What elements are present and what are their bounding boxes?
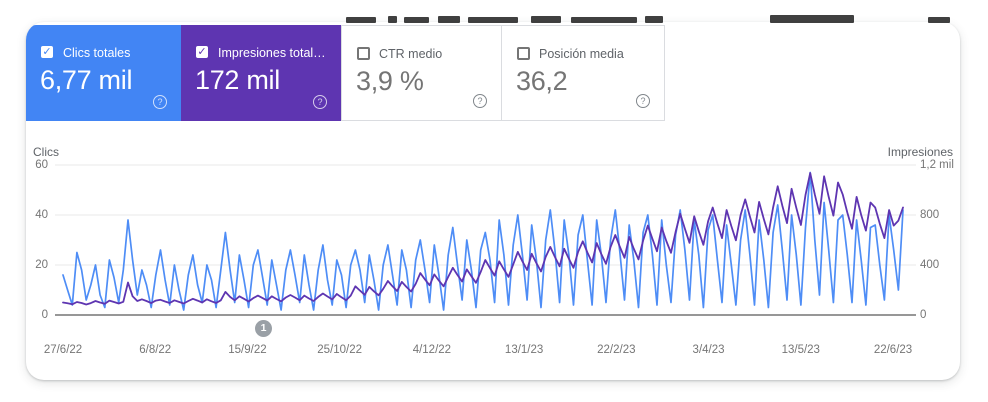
cropped-text-fragment xyxy=(404,17,429,23)
x-axis-label: 22/2/23 xyxy=(597,344,636,356)
cropped-text-fragment xyxy=(928,17,950,23)
total-impressions-value: 172 mil xyxy=(195,65,280,95)
card-label: Impresiones total… xyxy=(218,46,326,60)
x-axis-label: 25/10/22 xyxy=(317,344,363,356)
right-axis-tick: 1,2 mil xyxy=(920,159,954,171)
right-axis-tick: 400 xyxy=(920,259,940,271)
checkmark-icon: ✓ xyxy=(42,45,52,58)
x-axis-label: 3/4/23 xyxy=(692,344,725,356)
cropped-text-fragment xyxy=(388,16,397,23)
x-axis-label: 15/9/22 xyxy=(228,344,267,356)
right-axis-title: Impresiones xyxy=(887,145,953,159)
cropped-text-fragment xyxy=(770,15,854,23)
card-label: Clics totales xyxy=(63,46,131,60)
annotation-badge-1[interactable]: 1 xyxy=(255,320,272,337)
performance-chart: Clics Impresiones 60 40 20 0 1,2 mil 800… xyxy=(26,22,960,380)
cropped-text-fragment xyxy=(468,17,518,23)
cropped-text-fragment xyxy=(645,16,663,23)
checkmark-icon: ✓ xyxy=(197,45,207,58)
average-ctr-value: 3,9 % xyxy=(356,66,424,96)
chart-plot-area[interactable] xyxy=(26,22,960,380)
total-clicks-value: 6,77 mil xyxy=(40,65,133,95)
x-axis-label: 6/8/22 xyxy=(139,344,172,356)
cropped-text-fragment xyxy=(571,17,637,23)
help-icon[interactable]: ? xyxy=(473,94,487,108)
x-axis-label: 4/12/22 xyxy=(412,344,452,356)
left-axis-tick: 40 xyxy=(35,209,48,221)
help-icon[interactable]: ? xyxy=(153,95,167,109)
impressions-checkbox[interactable]: ✓ xyxy=(196,46,208,58)
clicks-line xyxy=(62,171,904,311)
metric-card-average-ctr[interactable]: ✓ CTR medio 3,9 % ? xyxy=(341,25,502,121)
card-label: CTR medio xyxy=(379,47,443,61)
card-label: Posición media xyxy=(539,47,624,61)
metric-cards-row: ✓ Clics totales 6,77 mil ? ✓ Impresiones… xyxy=(26,25,960,121)
x-axis-label: 22/6/23 xyxy=(873,344,913,356)
right-axis-tick: 0 xyxy=(920,309,927,321)
left-axis-title: Clics xyxy=(33,145,59,159)
left-axis-tick: 20 xyxy=(35,259,48,271)
metric-card-average-position[interactable]: ✓ Posición media 36,2 ? xyxy=(501,25,665,121)
ctr-checkbox[interactable]: ✓ xyxy=(357,47,370,60)
cropped-text-fragment xyxy=(346,17,376,23)
cropped-text-fragment xyxy=(531,16,561,23)
metric-card-total-impressions[interactable]: ✓ Impresiones total… 172 mil ? xyxy=(181,25,341,121)
average-position-value: 36,2 xyxy=(516,66,568,96)
cropped-text-fragment xyxy=(438,16,460,23)
right-axis-tick: 800 xyxy=(920,209,940,221)
metric-card-total-clicks[interactable]: ✓ Clics totales 6,77 mil ? xyxy=(26,25,181,121)
left-axis-tick: 0 xyxy=(41,309,48,321)
impressions-line xyxy=(62,172,904,306)
clicks-checkbox[interactable]: ✓ xyxy=(41,46,53,58)
left-axis-tick: 60 xyxy=(35,159,48,171)
x-axis-label: 13/1/23 xyxy=(504,344,544,356)
performance-report-panel: ✓ Clics totales 6,77 mil ? ✓ Impresiones… xyxy=(26,22,960,380)
help-icon[interactable]: ? xyxy=(313,95,327,109)
help-icon[interactable]: ? xyxy=(636,94,650,108)
position-checkbox[interactable]: ✓ xyxy=(517,47,530,60)
x-axis-label: 13/5/23 xyxy=(781,344,820,356)
x-axis-label: 27/6/22 xyxy=(43,344,83,356)
